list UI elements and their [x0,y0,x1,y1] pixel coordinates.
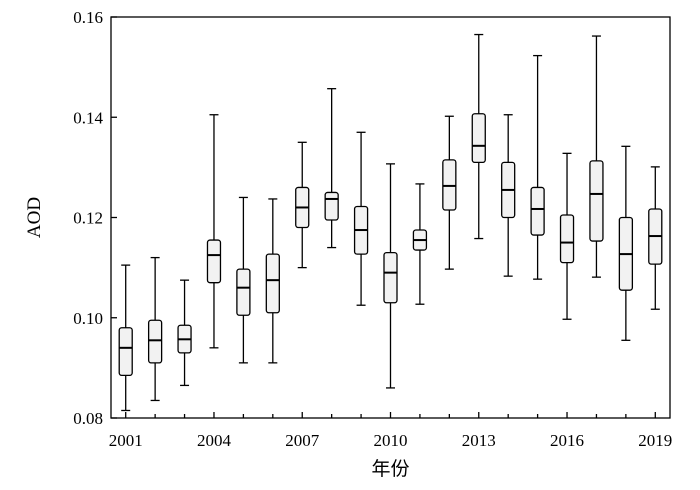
box-iqr [530,186,545,236]
box-2010 [383,163,398,389]
box-2008 [324,88,339,249]
y-axis: 0.08 0.10 0.12 0.14 0.16 [73,8,117,428]
y-tick-label: 0.08 [73,409,103,428]
x-axis-title: 年份 [371,458,409,480]
box-2003 [177,279,192,387]
x-tick-label: 2010 [374,431,408,450]
box-iqr [265,253,280,314]
box-iqr [147,319,163,364]
box-iqr [559,214,575,264]
y-axis-title: AOD [24,197,45,238]
box-iqr [118,327,133,377]
box-2013 [471,33,486,240]
box-2018 [618,145,634,341]
box-2015 [530,54,545,280]
box-2006 [265,198,280,364]
box-2004 [206,114,222,349]
x-tick-label: 2016 [550,431,584,450]
box-iqr [471,113,486,164]
x-tick-label: 2013 [462,431,496,450]
box-iqr [383,251,398,304]
y-tick-label: 0.16 [73,8,103,27]
boxes-layer [118,33,663,412]
box-2009 [353,131,369,306]
box-2001 [118,264,133,412]
y-tick-label: 0.10 [73,309,103,328]
x-tick-label: 2007 [285,431,320,450]
box-2014 [501,114,516,277]
box-iqr [324,191,339,221]
x-tick-label: 2004 [197,431,232,450]
x-tick-label: 2019 [638,431,672,450]
box-2012 [442,115,457,270]
box-2005 [236,196,251,364]
box-2016 [559,152,575,320]
x-tick-label: 2001 [109,431,143,450]
box-iqr [589,160,604,242]
box-2007 [295,141,310,269]
box-2017 [589,35,604,278]
x-axis: 2001 2004 2007 2010 2013 2016 2019 [109,412,672,450]
box-iqr [206,239,222,284]
box-2011 [412,183,428,305]
box-iqr [236,268,251,316]
box-iqr [442,159,457,211]
box-2019 [648,166,663,310]
y-tick-label: 0.12 [73,209,103,228]
y-tick-label: 0.14 [73,108,103,127]
box-2002 [147,256,163,402]
